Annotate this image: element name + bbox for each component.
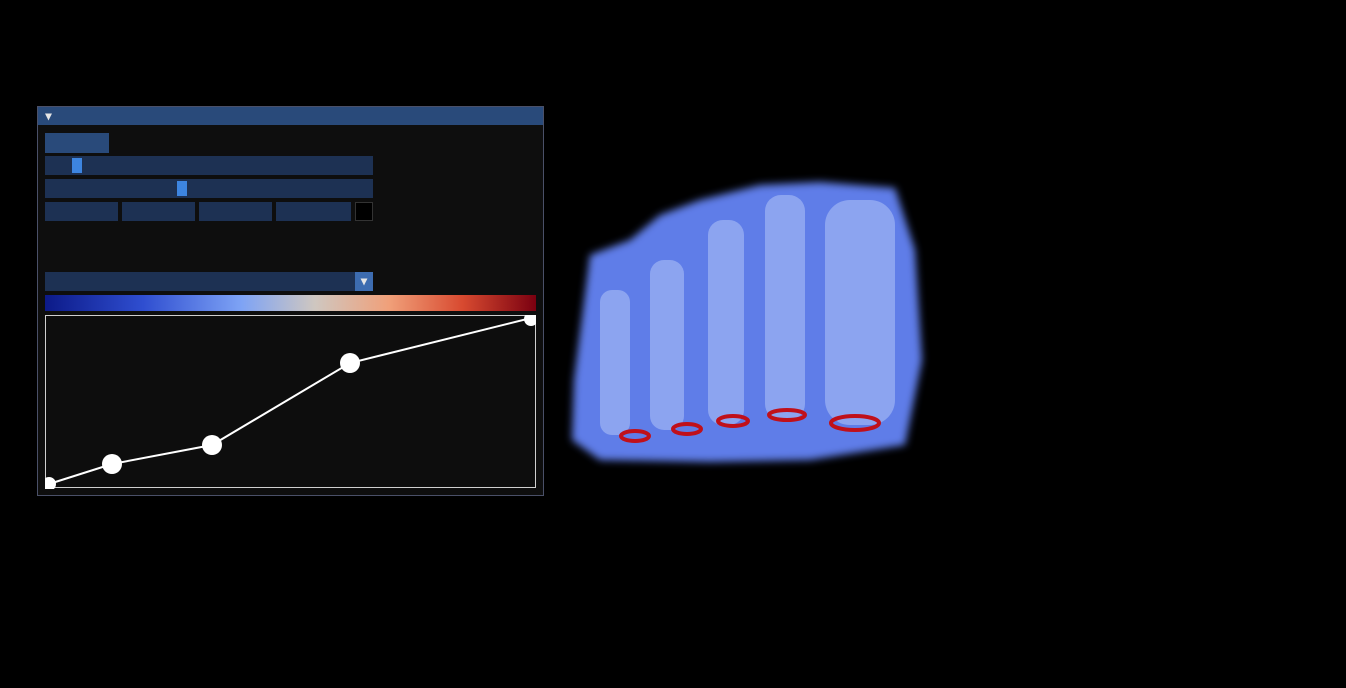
blending-button[interactable] [45, 133, 109, 153]
bone-rings [619, 408, 881, 443]
combo-arrow[interactable]: ▼ [355, 272, 373, 291]
control-point[interactable] [102, 454, 122, 474]
color-swatch[interactable] [355, 202, 373, 221]
isovalue-slider[interactable] [45, 156, 373, 175]
transfer-function-editor[interactable] [45, 315, 536, 489]
slider-grab [72, 158, 82, 173]
channel-input[interactable] [45, 202, 118, 221]
colormap-combo[interactable] [45, 272, 373, 291]
control-point[interactable] [524, 315, 536, 326]
editor-frame [45, 315, 536, 488]
control-point[interactable] [340, 353, 360, 373]
title-bar[interactable]: ▼ [38, 107, 543, 125]
stepsize-slider[interactable] [45, 179, 373, 198]
control-point[interactable] [202, 435, 222, 455]
colormap-bar [45, 295, 536, 311]
channel-input[interactable] [122, 202, 195, 221]
channel-input[interactable] [276, 202, 351, 221]
channel-input[interactable] [199, 202, 272, 221]
volume-render [572, 182, 922, 462]
slider-grab [177, 181, 187, 196]
control-point[interactable] [45, 477, 56, 489]
bones [600, 195, 895, 435]
